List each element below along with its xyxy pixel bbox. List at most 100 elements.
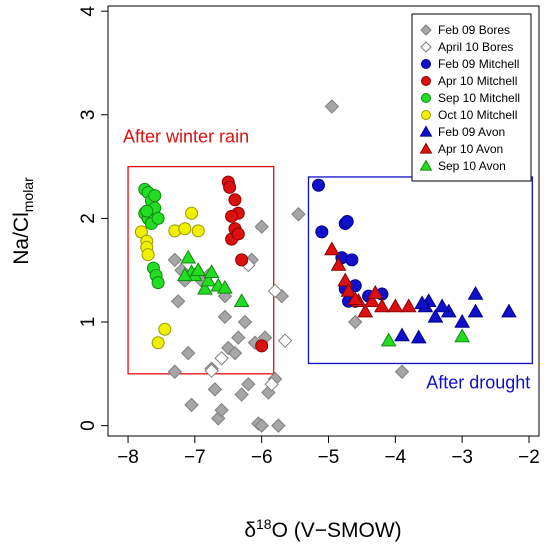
data-point (340, 282, 357, 297)
data-point (367, 285, 384, 299)
data-point (207, 382, 223, 397)
data-point (223, 180, 237, 194)
data-point (345, 253, 359, 267)
data-point (400, 298, 417, 313)
data-point (237, 314, 253, 330)
data-point (414, 295, 430, 310)
legend-label: Apr 10 Mitchell (438, 74, 517, 88)
data-point (421, 76, 431, 86)
data-point (191, 224, 205, 238)
data-point (394, 364, 410, 379)
legend: Feb 09 Bores April 10 Bores Feb 09 Mitchel… (411, 13, 532, 182)
series (134, 206, 205, 350)
data-point (264, 376, 279, 392)
data-point (167, 364, 183, 379)
data-point (176, 267, 193, 282)
data-point (170, 294, 186, 309)
legend-item: Sep 10 Mitchell (421, 91, 520, 105)
legend-item: Oct 10 Mitchell (421, 108, 517, 122)
x-axis-title: δ18O (V−SMOW) (244, 516, 401, 542)
legend-label: Feb 09 Mitchell (438, 57, 519, 71)
data-point (178, 222, 192, 236)
legend-label: Sep 10 Avon (438, 159, 506, 173)
legend-item: Apr 10 Mitchell (421, 74, 517, 88)
data-point (231, 227, 245, 241)
data-point (380, 332, 397, 347)
data-point (254, 418, 269, 433)
series (167, 99, 410, 433)
annotation-label: After drought (426, 372, 530, 392)
data-point (357, 303, 374, 318)
data-point (197, 280, 213, 295)
legend-item: Feb 09 Mitchell (421, 57, 519, 71)
data-point (233, 293, 250, 308)
data-point (467, 303, 484, 318)
data-point (190, 262, 207, 276)
data-point (277, 333, 293, 348)
series (138, 182, 165, 290)
data-point (241, 376, 256, 392)
data-point (255, 339, 269, 353)
data-point (214, 351, 229, 366)
y-tick-label: 3 (78, 110, 99, 121)
x-tick-label: −6 (251, 447, 273, 468)
data-point (158, 322, 172, 336)
plot-frame (107, 5, 540, 437)
y-tick-label: 0 (78, 420, 99, 431)
data-point (421, 93, 431, 103)
y-axis-title: Na/Clmolar (10, 177, 36, 265)
axis-ticks: −8 −7 −6 −5 −4 −3 −2 0 1 2 3 4 (78, 5, 540, 468)
data-point (501, 303, 517, 318)
data-point (151, 276, 165, 290)
data-point (311, 178, 325, 192)
data-point (323, 241, 340, 256)
x-tick-label: −4 (384, 447, 406, 468)
data-point (410, 329, 427, 344)
data-point (184, 397, 199, 413)
data-point (324, 99, 340, 114)
annotation-box (127, 165, 275, 375)
data-point (419, 142, 433, 154)
x-tick-label: −3 (451, 447, 473, 468)
data-point (420, 41, 432, 53)
data-point (454, 314, 471, 328)
series (323, 241, 417, 318)
data-point (214, 402, 229, 418)
data-point (420, 24, 432, 36)
data-point (254, 219, 269, 234)
data-point (140, 204, 154, 218)
data-point (227, 345, 243, 361)
legend-label: Sep 10 Mitchell (438, 91, 520, 105)
data-point (387, 298, 404, 313)
legend-item: April 10 Bores (420, 40, 513, 54)
data-point (421, 110, 431, 120)
data-point (340, 215, 354, 229)
legend-label: Oct 10 Mitchell (438, 108, 517, 122)
y-tick-label: 2 (78, 213, 99, 224)
data-point (217, 309, 233, 325)
x-axis-title-main: O (V−SMOW) (272, 519, 402, 542)
data-points (134, 99, 517, 433)
data-point (348, 314, 363, 330)
data-point (427, 308, 444, 323)
data-point (235, 253, 249, 267)
data-point (141, 248, 155, 262)
data-point (203, 264, 220, 279)
y-tick-label: 1 (78, 317, 99, 328)
data-point (234, 387, 249, 402)
legend-item: Apr 10 Avon (419, 142, 503, 156)
data-point (419, 125, 433, 137)
y-tick-label: 4 (78, 5, 99, 16)
x-axis-title-sup: 18 (256, 516, 272, 532)
data-point (337, 272, 354, 287)
data-point (434, 298, 450, 313)
data-point (467, 286, 484, 300)
x-tick-label: −8 (117, 447, 139, 468)
data-point (167, 252, 183, 268)
data-point (231, 330, 246, 345)
data-point (185, 206, 199, 220)
data-point (204, 363, 219, 378)
data-point (315, 225, 329, 239)
data-point (180, 249, 197, 264)
